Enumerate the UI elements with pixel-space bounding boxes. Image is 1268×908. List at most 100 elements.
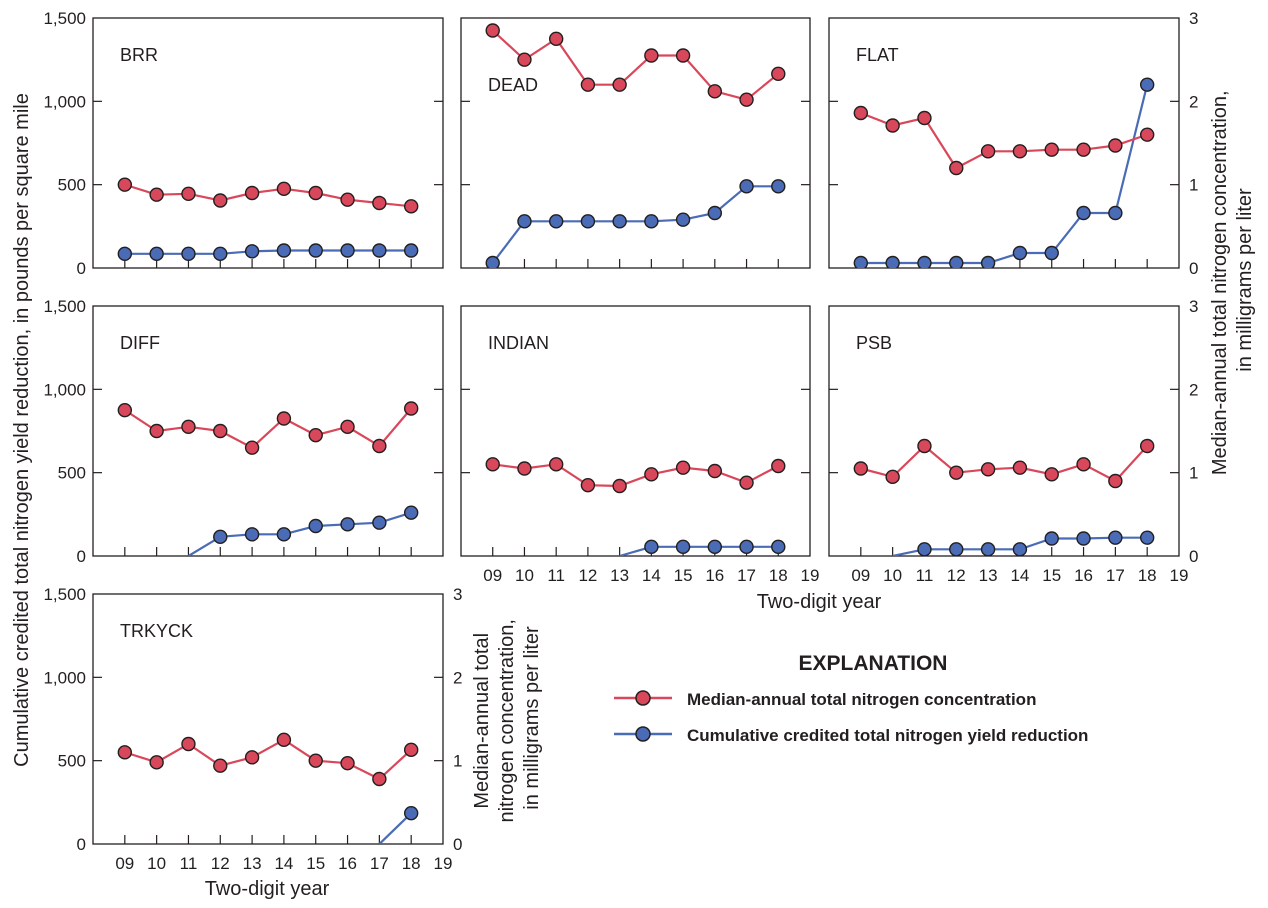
reduction-point [949,255,964,268]
panel-frame-trkyck [92,593,444,845]
reduction-point [403,505,419,520]
y-tick-label-right: 0 [1189,259,1198,278]
concentration-point [517,461,532,476]
y-axis-title-right-small-line-3: in milligrams per liter [521,626,543,810]
concentration-line-dead [491,29,779,101]
x-tick-label: 10 [883,566,902,585]
concentration-point [885,118,900,133]
reduction-point [517,214,532,229]
concentration-point [1108,138,1123,153]
y-tick-label-left: 1,000 [43,668,86,687]
reduction-point [771,539,786,555]
concentration-point [675,460,691,475]
x-tick-label: 15 [306,854,325,873]
x-tick-label: 16 [338,854,357,873]
y-tick-label-left: 0 [77,547,86,566]
concentration-point [403,742,419,758]
panel-label-psb: PSB [856,333,892,353]
y-tick-label-left: 1,500 [43,585,86,604]
concentration-point [276,732,292,748]
concentration-point [403,401,419,416]
concentration-point [213,423,228,439]
reduction-point [403,805,419,821]
reduction-point [1012,245,1028,261]
y-tick-label-right: 2 [1189,92,1198,111]
legend-concentration-label: Median-annual total nitrogen concentrati… [687,690,1036,709]
concentration-line-psb [860,444,1148,483]
panel-series-dead [485,23,786,268]
concentration-point [372,438,387,454]
concentration-point [1076,142,1091,157]
panel-dead: DEAD [460,17,811,269]
concentration-point [213,193,228,208]
concentration-point [244,440,260,455]
x-tick-label: 09 [851,566,870,585]
concentration-point [1139,438,1155,454]
panel-frame-brr [92,17,444,269]
panel-frame-flat [828,17,1180,269]
panel-frame-dead [460,17,811,269]
reduction-point [1044,245,1059,261]
y-tick-label-right: 2 [453,668,462,687]
reduction-point [885,255,900,268]
reduction-point [612,214,627,229]
concentration-point [372,771,387,787]
concentration-point [1044,467,1059,482]
concentration-line-diff [124,407,413,449]
y-tick-label-left: 1,500 [43,9,86,28]
panel-indian: 09 10 11 12 13 14 15 16 17 18 19 INDIAN [460,305,820,585]
y-axis-title-right-small: Median-annual total nitrogen concentrati… [471,613,543,822]
y-tick-label-right: 3 [1189,9,1198,28]
concentration-point [580,477,596,493]
reduction-point [1076,205,1091,221]
x-tick-label: 13 [610,566,629,585]
concentration-point [675,48,691,63]
y-tick-label-right: 1 [1189,464,1198,483]
concentration-point [644,467,659,482]
concentration-point [1076,457,1091,472]
concentration-point [739,475,754,490]
x-tick-label: 18 [1138,566,1157,585]
reduction-point [707,539,723,555]
x-tick-label: 12 [947,566,966,585]
reduction-point [181,246,196,262]
reduction-point [644,539,659,555]
reduction-point [308,518,323,534]
concentration-point [612,77,627,92]
concentration-point [485,457,500,472]
concentration-point [308,427,323,443]
reduction-point [739,539,754,555]
x-tick-label: 19 [801,566,820,585]
concentration-point [1012,144,1028,159]
reduction-line-indian [619,545,779,556]
concentration-point [181,186,196,202]
x-tick-label: 19 [1170,566,1189,585]
reduction-point [980,542,996,556]
x-tick-label: 18 [402,854,421,873]
concentration-line-brr [124,183,412,208]
legend-reduction-marker [635,726,651,742]
reduction-point [949,542,964,556]
concentration-point [853,105,869,121]
y-axis-title-right: Median-annual total nitrogen concentrati… [1209,85,1256,475]
reduction-point [675,212,691,227]
concentration-point [1012,460,1028,475]
panel-frame-diff [92,305,444,557]
reduction-point [739,179,754,194]
y-tick-label-left: 500 [58,176,86,195]
y-tick-label-left: 0 [77,259,86,278]
concentration-point [340,419,355,435]
x-tick-label: 10 [515,566,534,585]
reduction-point [1139,77,1155,92]
concentration-point [213,758,228,773]
x-axis-title-top-row: Two-digit year [757,591,882,613]
x-tick-label: 11 [547,566,565,585]
concentration-point [308,185,323,201]
x-tick-label: 15 [674,566,693,585]
reduction-point [1108,205,1123,221]
reduction-point [853,255,869,268]
reduction-point [308,243,323,258]
panel-frame-psb [828,305,1180,557]
